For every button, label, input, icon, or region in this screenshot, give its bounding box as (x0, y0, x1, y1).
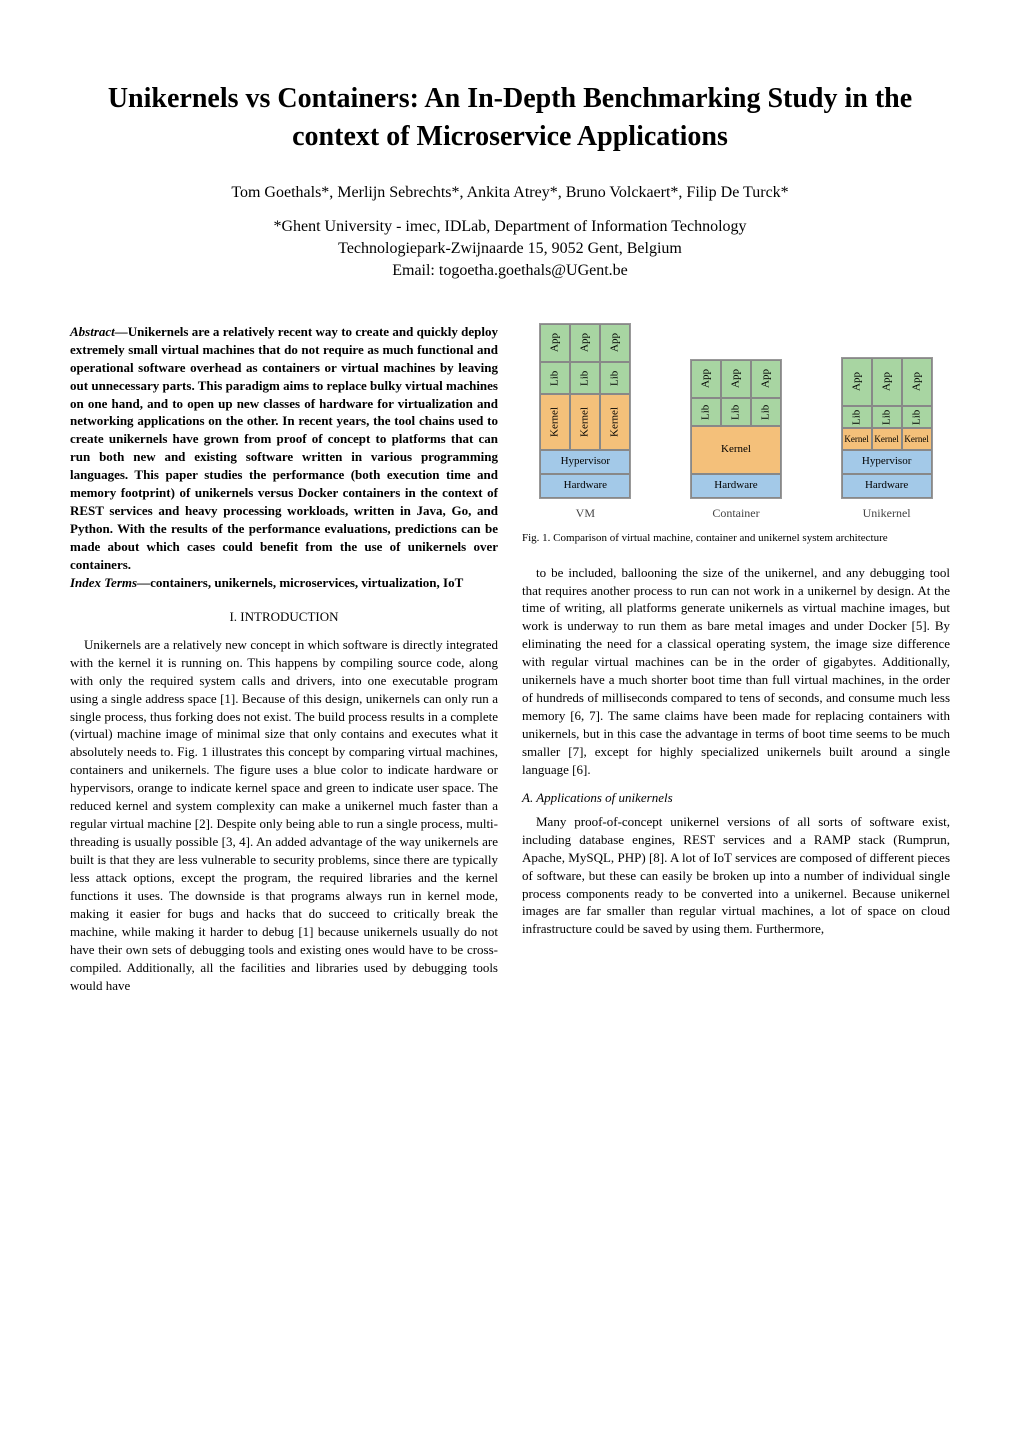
section-1-heading: I. INTRODUCTION (70, 608, 498, 626)
paper-title: Unikernels vs Containers: An In-Depth Be… (70, 80, 950, 156)
vm-kernel-cell: Kernel (600, 394, 630, 450)
vm-kernel-row: Kernel Kernel Kernel (540, 394, 630, 450)
vm-app-row: App App App (540, 324, 630, 362)
vm-app-cell: App (600, 324, 630, 362)
vm-lib-cell: Lib (570, 362, 600, 394)
vm-lib-cell: Lib (540, 362, 570, 394)
subsection-a-heading: A. Applications of unikernels (522, 789, 950, 807)
figure-1: App App App Lib Lib Lib Kernel (522, 323, 950, 546)
vm-hardware-cell: Hardware (540, 474, 630, 498)
ct-lib-row: Lib Lib Lib (691, 398, 781, 426)
affiliation-line-3: Email: togoetha.goethals@UGent.be (70, 260, 950, 282)
uk-app-cell: App (902, 358, 932, 406)
abstract-text: Unikernels are a relatively recent way t… (70, 324, 498, 572)
uk-lib-row: Lib Lib Lib (842, 406, 932, 428)
uk-hardware-cell: Hardware (842, 474, 932, 498)
affiliation-block: *Ghent University - imec, IDLab, Departm… (70, 216, 950, 283)
index-terms-label: Index Terms— (70, 575, 150, 590)
col2-paragraph-1: to be included, ballooning the size of t… (522, 564, 950, 779)
left-column: Abstract—Unikernels are a relatively rec… (70, 323, 498, 997)
vm-kernel-cell: Kernel (570, 394, 600, 450)
vm-column: App App App Lib Lib Lib Kernel (539, 323, 631, 522)
ct-lib-cell: Lib (691, 398, 721, 426)
ct-app-cell: App (721, 360, 751, 398)
vm-hypervisor-cell: Hypervisor (540, 450, 630, 474)
uk-lib-cell: Lib (842, 406, 872, 428)
uk-lib-cell: Lib (902, 406, 932, 428)
uk-kernel-row: Kernel Kernel Kernel (842, 428, 932, 450)
vm-lib-cell: Lib (600, 362, 630, 394)
vm-kernel-cell: Kernel (540, 394, 570, 450)
intro-paragraph: Unikernels are a relatively new concept … (70, 636, 498, 995)
uk-app-cell: App (872, 358, 902, 406)
ct-lib-cell: Lib (751, 398, 781, 426)
affiliation-line-2: Technologiepark-Zwijnaarde 15, 9052 Gent… (70, 238, 950, 260)
architecture-diagram: App App App Lib Lib Lib Kernel (522, 323, 950, 522)
vm-app-cell: App (540, 324, 570, 362)
ct-app-row: App App App (691, 360, 781, 398)
abstract-block: Abstract—Unikernels are a relatively rec… (70, 323, 498, 574)
ct-app-cell: App (751, 360, 781, 398)
vm-stack: App App App Lib Lib Lib Kernel (539, 323, 631, 499)
unikernel-column: App App App Lib Lib Lib Kernel (841, 357, 933, 522)
unikernel-stack: App App App Lib Lib Lib Kernel (841, 357, 933, 499)
ct-kernel-cell: Kernel (691, 426, 781, 474)
vm-label: VM (576, 505, 595, 522)
ct-lib-cell: Lib (721, 398, 751, 426)
two-column-body: Abstract—Unikernels are a relatively rec… (70, 323, 950, 997)
uk-kernel-cell: Kernel (842, 428, 872, 450)
index-terms-block: Index Terms—containers, unikernels, micr… (70, 574, 498, 592)
authors-line: Tom Goethals*, Merlijn Sebrechts*, Ankit… (70, 184, 950, 202)
uk-app-row: App App App (842, 358, 932, 406)
container-column: App App App Lib Lib Lib Kernel Hardware (690, 359, 782, 522)
vm-app-cell: App (570, 324, 600, 362)
container-stack: App App App Lib Lib Lib Kernel Hardware (690, 359, 782, 499)
uk-lib-cell: Lib (872, 406, 902, 428)
affiliation-line-1: *Ghent University - imec, IDLab, Departm… (70, 216, 950, 238)
ct-app-cell: App (691, 360, 721, 398)
uk-hypervisor-cell: Hypervisor (842, 450, 932, 474)
figure-1-caption: Fig. 1. Comparison of virtual machine, c… (522, 531, 950, 545)
index-terms-text: containers, unikernels, microservices, v… (150, 575, 463, 590)
uk-kernel-cell: Kernel (902, 428, 932, 450)
diagram-row: App App App Lib Lib Lib Kernel (522, 323, 950, 522)
right-column: App App App Lib Lib Lib Kernel (522, 323, 950, 997)
col2-paragraph-2: Many proof-of-concept unikernel versions… (522, 813, 950, 939)
uk-app-cell: App (842, 358, 872, 406)
abstract-label: Abstract— (70, 324, 128, 339)
ct-hardware-cell: Hardware (691, 474, 781, 498)
unikernel-label: Unikernel (863, 505, 911, 522)
container-label: Container (712, 505, 759, 522)
uk-kernel-cell: Kernel (872, 428, 902, 450)
vm-lib-row: Lib Lib Lib (540, 362, 630, 394)
